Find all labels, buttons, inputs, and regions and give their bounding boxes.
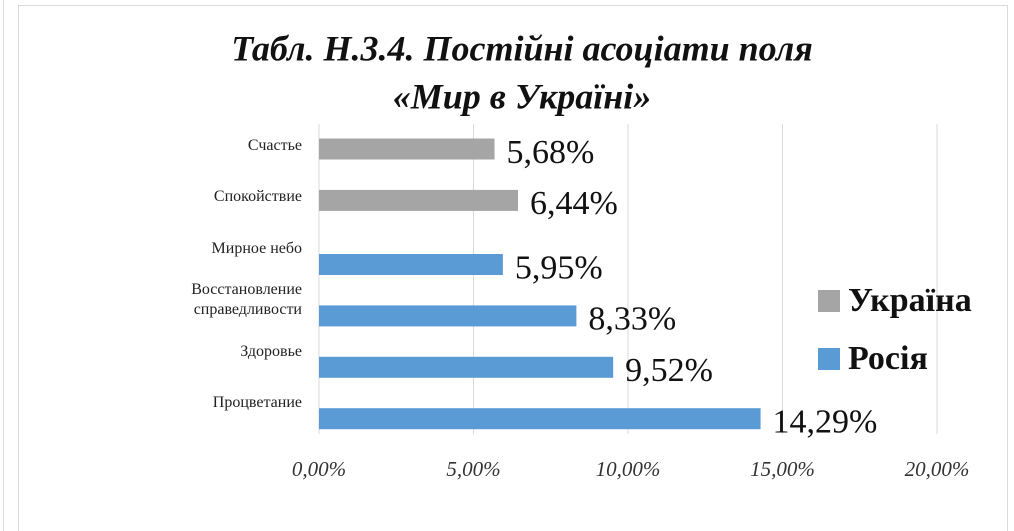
legend-label: Росія xyxy=(848,340,928,377)
chart-title: «Мир в Україні» xyxy=(393,76,652,116)
x-tick-label: 5,00% xyxy=(446,457,500,481)
y-tick-label: Мирное небо xyxy=(211,239,302,257)
y-tick-label: Спокойствие xyxy=(213,188,302,206)
x-tick-label: 15,00% xyxy=(750,457,815,481)
y-tick-label: Здоровье xyxy=(240,342,302,360)
legend-swatch xyxy=(818,290,840,312)
bar xyxy=(319,138,495,160)
x-tick-label: 10,00% xyxy=(596,457,661,481)
bar xyxy=(319,356,614,378)
bar xyxy=(319,408,761,430)
bar xyxy=(319,305,577,327)
value-label: 5,95% xyxy=(515,249,603,286)
legend-label: Україна xyxy=(848,282,972,319)
bar xyxy=(319,254,503,275)
legend-swatch xyxy=(818,348,840,370)
x-tick-label: 0,00% xyxy=(292,457,346,481)
value-label: 14,29% xyxy=(773,403,878,440)
y-tick-label: Восстановление справедливости xyxy=(191,281,302,319)
bar xyxy=(319,189,518,211)
y-tick-label: Счастье xyxy=(247,137,302,154)
value-label: 5,68% xyxy=(507,134,595,171)
chart-title: Табл. Н.3.4. Постійні асоціати поля xyxy=(231,28,813,68)
y-tick-label: Процветание xyxy=(212,394,302,411)
x-tick-label: 20,00% xyxy=(905,457,970,481)
value-label: 8,33% xyxy=(588,301,676,338)
value-label: 6,44% xyxy=(530,185,618,222)
value-label: 9,52% xyxy=(625,352,713,389)
chart-frame xyxy=(18,5,1008,531)
